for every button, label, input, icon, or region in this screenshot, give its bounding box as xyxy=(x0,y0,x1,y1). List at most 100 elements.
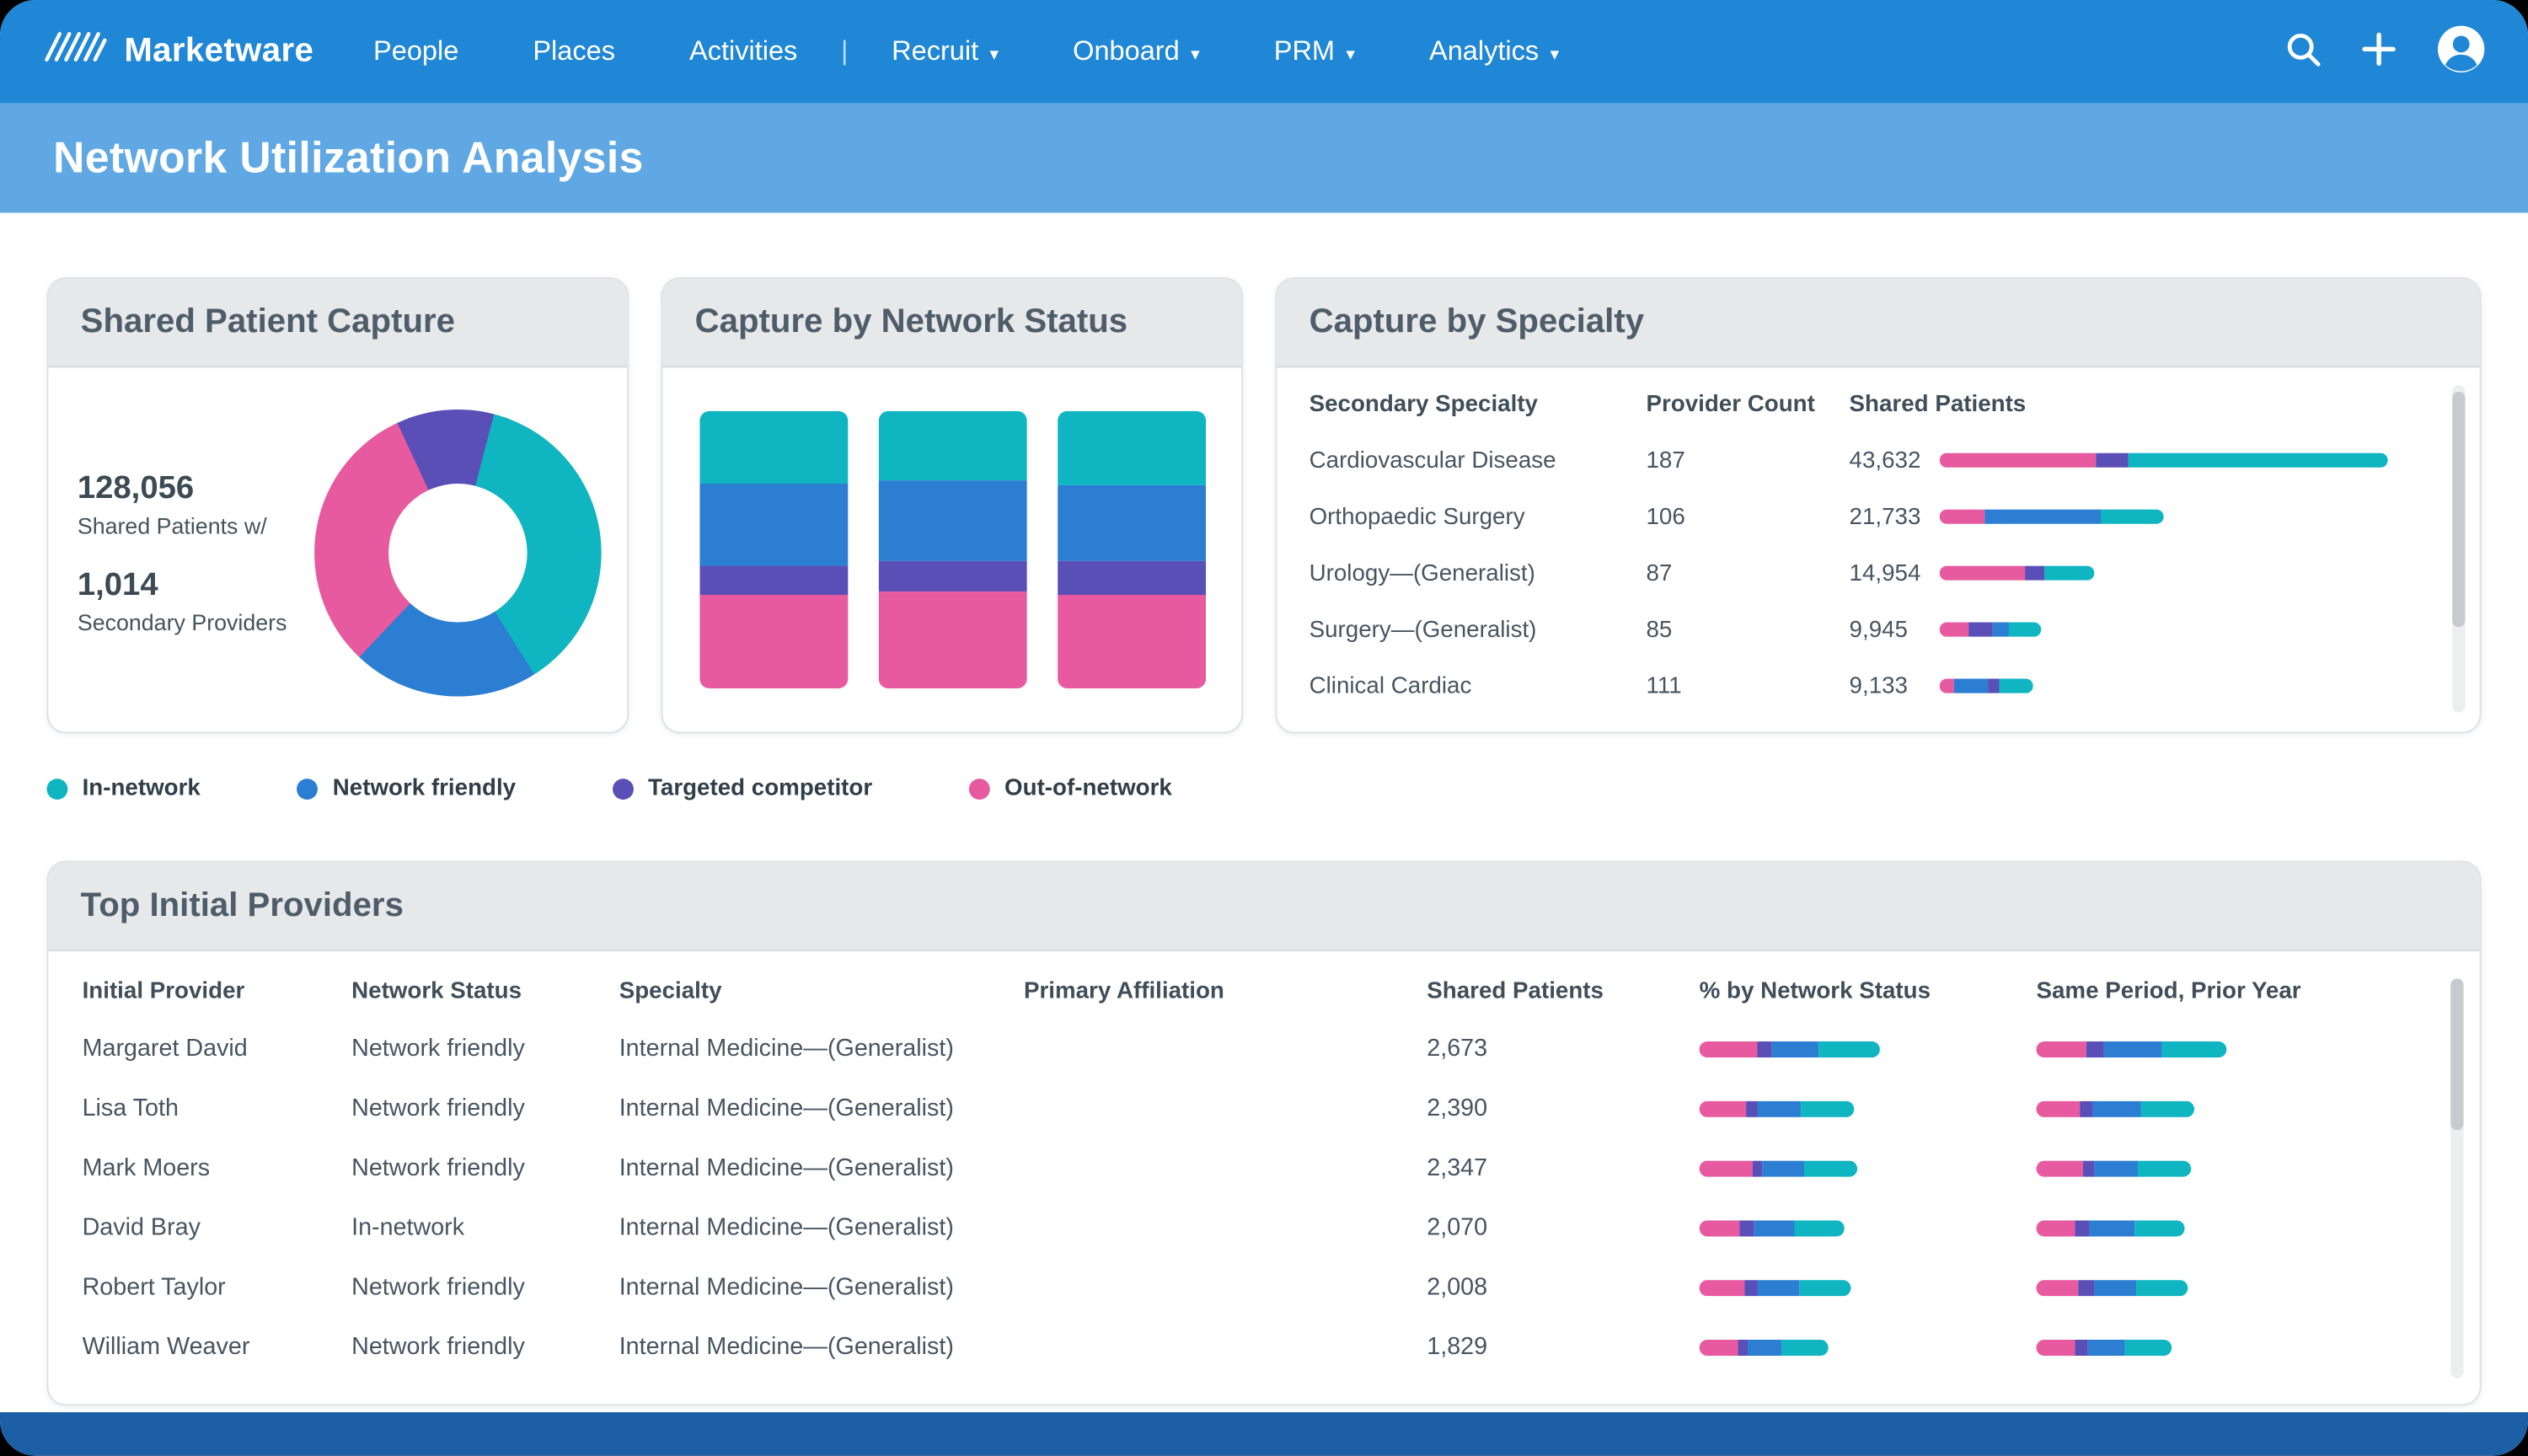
capture-stats: 128,056 Shared Patients w/ 1,014 Seconda… xyxy=(78,471,308,635)
stacked-hbar xyxy=(1699,1338,1829,1356)
legend-item-out-of-network[interactable]: Out-of-network xyxy=(968,775,1172,801)
legend-item-targeted-competitor[interactable]: Targeted competitor xyxy=(612,775,872,801)
stacked-hbar xyxy=(1699,1159,1858,1176)
col-network-status: Network Status xyxy=(351,978,522,1004)
provider-row[interactable]: William Weaver Network friendly Internal M… xyxy=(48,1317,2479,1377)
specialty-row[interactable]: Surgery—(Generalist) 85 9,945 xyxy=(1310,602,2434,658)
nav-item-recruit[interactable]: Recruit ▾ xyxy=(892,35,999,67)
provider-row[interactable]: Margaret David Network friendly Internal M… xyxy=(48,1019,2479,1079)
legend-item-network-friendly[interactable]: Network friendly xyxy=(297,775,516,801)
specialty-name: Clinical Cardiac xyxy=(1309,672,1472,699)
shared-patients-value: 43,632 xyxy=(1849,447,1921,474)
stacked-hbar xyxy=(1939,622,2042,637)
bar-segment-targeted xyxy=(2078,1279,2094,1296)
nav-items: People Places Activities | Recruit ▾ Onboard ▾ P… xyxy=(336,35,1596,67)
network-status: Network friendly xyxy=(351,1333,525,1361)
provider-count: 187 xyxy=(1646,447,1685,474)
nav-divider: | xyxy=(840,35,849,67)
bar-segment-in xyxy=(2136,1279,2188,1296)
stacked-bar-1 xyxy=(699,410,849,688)
initial-provider-name: William Weaver xyxy=(82,1333,250,1361)
bar-segment-friendly xyxy=(2093,1279,2137,1296)
bar-segment-out xyxy=(2036,1159,2083,1176)
nav-item-places[interactable]: Places xyxy=(533,35,615,67)
specialty-scrollbar[interactable] xyxy=(2452,385,2466,713)
user-avatar[interactable] xyxy=(2436,24,2486,79)
provider-row[interactable]: Robert Taylor Network friendly Internal Me… xyxy=(48,1257,2479,1317)
stacked-hbar xyxy=(2036,1041,2227,1057)
bar-segment-in xyxy=(1781,1338,1829,1356)
bar-segment-out xyxy=(1699,1219,1740,1236)
bar-segment-in xyxy=(1795,1219,1845,1236)
search-button[interactable] xyxy=(2284,30,2322,72)
chevron-down-icon: ▾ xyxy=(1346,44,1356,64)
bar-segment-in xyxy=(2138,1159,2192,1176)
bar-segment-targeted xyxy=(878,560,1027,592)
network-status: Network friendly xyxy=(351,1095,525,1122)
specialty-name: Orthopaedic Surgery xyxy=(1309,503,1525,530)
bar-segment-friendly xyxy=(1058,485,1207,561)
specialty-row[interactable]: Urology—(Generalist) 87 14,954 xyxy=(1310,545,2434,602)
bar-segment-out xyxy=(2036,1219,2075,1236)
window-bottom-bar xyxy=(0,1412,2528,1456)
bar-segment-in xyxy=(1818,1041,1880,1057)
specialty-name: Cardiovascular Disease xyxy=(1309,447,1556,474)
main-content: Shared Patient Capture 128,056 Shared Pa… xyxy=(0,212,2528,1406)
providers-scrollbar-thumb[interactable] xyxy=(2450,978,2464,1131)
add-button[interactable] xyxy=(2360,30,2397,72)
providers-table-body: Margaret David Network friendly Internal M… xyxy=(48,1019,2479,1377)
col-shared-patients: Shared Patients xyxy=(1427,978,1604,1004)
bar-segment-friendly xyxy=(2092,1100,2141,1116)
stacked-hbar xyxy=(1699,1279,1851,1296)
col-initial-provider: Initial Provider xyxy=(82,978,245,1004)
bar-segment-targeted xyxy=(2082,1159,2096,1176)
nav-item-onboard[interactable]: Onboard ▾ xyxy=(1073,35,1200,67)
provider-specialty: Internal Medicine—(Generalist) xyxy=(619,1035,954,1063)
bar-segment-out xyxy=(2036,1100,2081,1116)
bar-segment-targeted xyxy=(1753,1159,1763,1176)
nav-item-analytics[interactable]: Analytics ▾ xyxy=(1429,35,1560,67)
provider-count: 87 xyxy=(1646,559,1673,586)
col-secondary-specialty: Secondary Specialty xyxy=(1309,391,1538,418)
nav-item-activities[interactable]: Activities xyxy=(688,35,798,67)
specialty-name: Urology—(Generalist) xyxy=(1309,559,1535,586)
plus-icon xyxy=(2360,30,2397,72)
specialty-row[interactable]: Clinical Cardiac 111 9,133 xyxy=(1310,658,2434,715)
provider-row[interactable]: Mark Moers Network friendly Internal Medic… xyxy=(48,1138,2479,1198)
legend-dot-icon xyxy=(968,778,990,800)
stacked-hbar xyxy=(2036,1100,2194,1116)
marketware-logo-icon xyxy=(42,26,110,78)
bar-segment-out xyxy=(1699,1159,1754,1176)
shared-patients-label: Shared Patients w/ xyxy=(77,512,267,539)
bar-segment-out xyxy=(1939,622,1968,637)
bar-segment-out xyxy=(699,594,849,688)
bar-segment-in xyxy=(1799,1279,1851,1296)
providers-scrollbar[interactable] xyxy=(2450,978,2464,1378)
bar-segment-friendly xyxy=(2104,1041,2162,1057)
specialty-row[interactable]: Orthopaedic Surgery 106 21,733 xyxy=(1310,489,2434,545)
card-title: Capture by Network Status xyxy=(662,279,1242,368)
capture-by-specialty-card: Capture by Specialty Secondary Specialty… xyxy=(1275,277,2482,734)
marketware-logo[interactable]: Marketware xyxy=(42,26,314,78)
legend-item-in-network[interactable]: In-network xyxy=(46,775,201,801)
nav-item-prm[interactable]: PRM ▾ xyxy=(1273,35,1356,67)
card-title: Capture by Specialty xyxy=(1277,279,2480,368)
stacked-hbar xyxy=(1939,509,2164,524)
specialty-row[interactable]: Cardiovascular Disease 187 43,632 xyxy=(1310,432,2434,489)
bar-segment-friendly xyxy=(1954,678,1989,693)
specialty-scrollbar-thumb[interactable] xyxy=(2452,392,2466,628)
network-status: Network friendly xyxy=(351,1154,525,1182)
capture-by-network-status-card: Capture by Network Status xyxy=(661,277,1244,734)
bar-segment-in xyxy=(2044,565,2095,581)
bar-segment-out xyxy=(2036,1279,2079,1296)
provider-row[interactable]: David Bray In-network Internal Medicine—(G… xyxy=(48,1198,2479,1258)
card-title: Shared Patient Capture xyxy=(48,279,628,368)
provider-row[interactable]: Lisa Toth Network friendly Internal Medici… xyxy=(48,1079,2479,1138)
chevron-down-icon: ▾ xyxy=(989,44,999,64)
shared-patients-value: 2,390 xyxy=(1427,1095,1488,1122)
specialty-table-body: Cardiovascular Disease 187 43,632 Orthopaed… xyxy=(1310,432,2434,715)
shared-patients-value: 1,829 xyxy=(1427,1333,1488,1361)
chevron-down-icon: ▾ xyxy=(1550,44,1560,64)
nav-item-people[interactable]: People xyxy=(373,35,459,67)
bar-segment-targeted xyxy=(2024,565,2045,581)
